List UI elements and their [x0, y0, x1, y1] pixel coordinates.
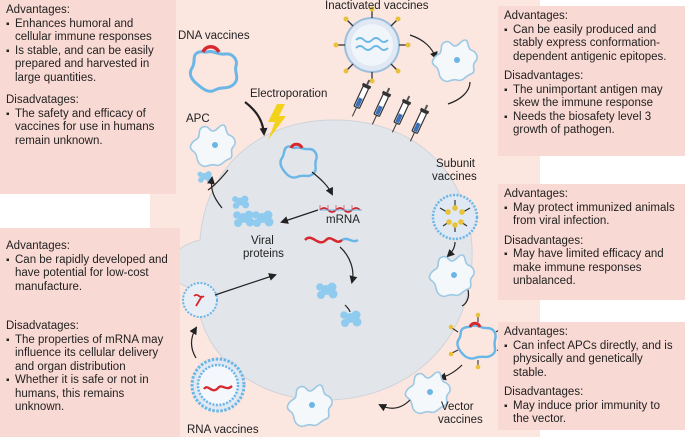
- subunit-adv-item: May protect immunized animals from viral…: [504, 202, 679, 229]
- label-vector-vaccines: vaccines: [438, 414, 483, 426]
- label-rna-vaccines: RNA vaccines: [187, 424, 259, 436]
- cell-plasmid-icon: [279, 145, 318, 179]
- vector-dis-item: May induce prior immunity to the vector.: [504, 400, 679, 427]
- inactivated-dis-item: Needs the biosafety level 3 growth of pa…: [504, 111, 679, 138]
- lightning-icon: [268, 104, 286, 140]
- subunit-adv-title: Advantages:: [504, 188, 568, 200]
- rna-vesicle-icon: [182, 282, 218, 318]
- rna-dis-item: Whether it is safe or not in humans, thi…: [6, 374, 174, 415]
- label-proteins: proteins: [243, 248, 284, 260]
- dna-adv-title: Advantages:: [6, 4, 70, 16]
- inactivated-adv-title: Advantages:: [504, 10, 568, 22]
- rna-dis-item: The properties of mRNA may influence its…: [6, 334, 174, 375]
- subunit-vaccine-box: Advantages: May protect immunized animal…: [498, 184, 685, 300]
- inactivated-vaccine-box: Advantages: Can be easily produced and s…: [498, 6, 685, 156]
- dna-adv-item: Enhances humoral and cellular immune res…: [6, 18, 170, 45]
- label-viral: Viral: [251, 235, 274, 247]
- vector-dis-title: Disadvantages:: [504, 386, 584, 398]
- mrna-icon: [319, 207, 361, 213]
- dna-dis-title: Disadvatages:: [6, 94, 79, 106]
- label-electroporation: Electroporation: [250, 88, 328, 100]
- rna-vaccine-box: Advantages: Can be rapidly developed and…: [0, 228, 180, 437]
- inactivated-virus-icon: [333, 6, 411, 84]
- inactivated-dis-item: The unimportant antigen may skew the imm…: [504, 84, 679, 111]
- label-subunit: Subunit: [436, 158, 476, 170]
- dna-plasmid-icon: [188, 50, 239, 93]
- vector-vaccine-box: Advantages: Can infect APCs directly, an…: [498, 322, 685, 430]
- apc-icon: [189, 124, 236, 168]
- label-apc: APC: [186, 113, 210, 125]
- vector-adv-title: Advantages:: [504, 326, 568, 338]
- vector-adv-item: Can infect APCs directly, and is physica…: [504, 340, 679, 381]
- vector-vaccine-icon: [448, 312, 507, 370]
- label-inactivated-vaccines: Inactivated vaccines: [325, 0, 429, 12]
- inactivated-adv-item: Can be easily produced and stably expres…: [504, 24, 679, 65]
- label-subunit-vaccines: vaccines: [432, 171, 477, 183]
- label-mrna: mRNA: [326, 214, 360, 226]
- label-dna-vaccines: DNA vaccines: [178, 30, 250, 42]
- rna-strand-icon: [304, 236, 343, 244]
- subunit-vaccine-icon: [431, 193, 479, 241]
- dna-adv-item: Is stable, and can be easily prepared an…: [6, 45, 170, 86]
- rna-lipid-nanoparticle-icon: [190, 357, 246, 413]
- rna-adv-item: Can be rapidly developed and have potent…: [6, 254, 174, 295]
- inactivated-dis-title: Disadvantages:: [504, 70, 584, 82]
- rna-adv-title: Advantages:: [6, 240, 70, 252]
- rna-dis-title: Disadvatages:: [6, 320, 79, 332]
- subunit-dis-title: Disadvantages:: [504, 234, 584, 247]
- dna-vaccine-box: Advantages: Enhances humoral and cellula…: [0, 0, 176, 194]
- label-vector: Vector: [441, 401, 474, 413]
- subunit-dis-item: May have limited efficacy and make immun…: [504, 248, 679, 289]
- dna-dis-item: The safety and efficacy of vaccines for …: [6, 108, 170, 149]
- apc-icon-inactivated: [431, 39, 478, 83]
